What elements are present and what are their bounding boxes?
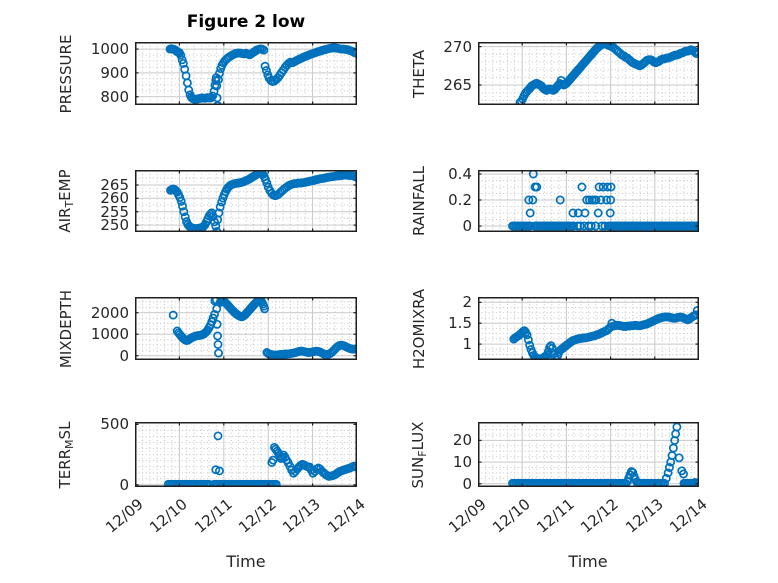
x-tick-label: 12/14: [247, 494, 369, 537]
y-tick-label: 0.4: [448, 165, 472, 184]
h2omixra-plot-area: [478, 297, 699, 360]
y-tick-label: 1000: [90, 40, 129, 59]
terr_msl-plot-area: [135, 422, 357, 487]
y-tick-label: 2: [462, 293, 472, 312]
y-tick-label: 1: [462, 335, 472, 354]
pressure-plot-area: [135, 42, 357, 105]
subplot-terr-msl: [135, 422, 357, 487]
subplot-h2omixra: [478, 297, 699, 360]
y-axis-label: AIRTEMP: [56, 169, 76, 233]
x-tick-label-text: 12/14: [323, 495, 369, 537]
scatter-series: [515, 42, 699, 105]
mixdepth-plot-area: [135, 297, 357, 360]
sun_flux-plot-area: [478, 422, 699, 487]
y-tick-label: 255: [100, 202, 129, 221]
y-tick-label: 0: [462, 217, 472, 236]
y-tick-label: 500: [100, 415, 129, 434]
scatter-series: [508, 170, 699, 231]
y-tick-label: 0.2: [448, 191, 472, 210]
y-axis-label: RAINFALL: [410, 166, 428, 236]
y-tick-label: 900: [100, 63, 129, 82]
rainfall-plot-area: [478, 170, 699, 232]
scatter-series: [165, 43, 357, 105]
scatter-series: [168, 297, 357, 360]
x-tick-label-text: 12/14: [665, 495, 711, 537]
scatter-series: [508, 422, 699, 487]
y-tick-label: 0: [119, 346, 129, 365]
subplot-air-temp: [135, 170, 357, 232]
y-tick-label: 2000: [90, 303, 129, 322]
x-axis-label-right: Time: [568, 552, 608, 571]
scatter-series: [166, 170, 357, 232]
y-tick-label: 1000: [90, 325, 129, 344]
y-tick-label: 270: [443, 37, 472, 56]
y-tick-label: 0: [462, 474, 472, 493]
figure-title: Figure 2 low: [186, 12, 306, 32]
subplot-rainfall: [478, 170, 699, 232]
theta-plot-area: [478, 42, 699, 105]
y-tick-label: 265: [443, 76, 472, 95]
y-tick-label: 10: [452, 453, 472, 472]
y-axis-label: H2OMIXRA: [410, 288, 428, 369]
y-axis-label: TERRMSL: [56, 421, 76, 488]
y-tick-label: 260: [100, 189, 129, 208]
scatter-series: [163, 431, 357, 487]
x-tick-label: 12/14: [589, 494, 711, 537]
y-tick-label: 250: [100, 216, 129, 235]
y-axis-label: MIXDEPTH: [57, 289, 75, 368]
subplot-theta: [478, 42, 699, 105]
y-tick-label: 800: [100, 87, 129, 106]
subplot-sun-flux: [478, 422, 699, 487]
y-axis-label: SUNFLUX: [409, 421, 429, 488]
y-tick-label: 1.5: [448, 314, 472, 333]
x-axis-label-left: Time: [226, 552, 266, 571]
y-tick-label: 265: [100, 175, 129, 194]
y-axis-label: THETA: [410, 49, 428, 98]
subplot-pressure: [135, 42, 357, 105]
y-tick-label: 0: [119, 475, 129, 494]
subplot-mixdepth: [135, 297, 357, 360]
scatter-series: [509, 297, 699, 360]
y-axis-label: PRESSURE: [57, 34, 75, 113]
y-tick-label: 20: [452, 431, 472, 450]
air_temp-plot-area: [135, 170, 357, 232]
